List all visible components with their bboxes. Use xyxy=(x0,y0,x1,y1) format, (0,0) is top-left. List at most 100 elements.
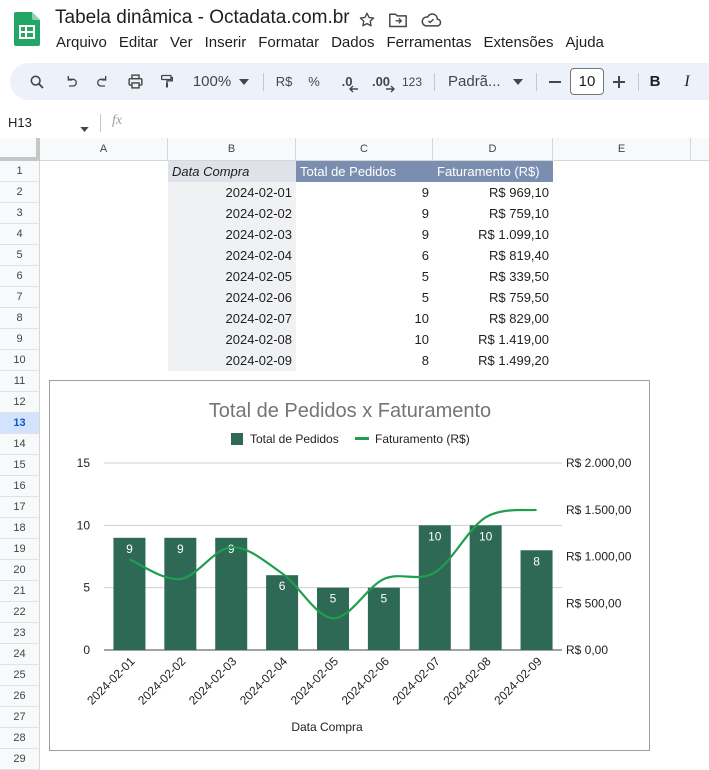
row-header[interactable]: 2 xyxy=(0,182,40,203)
date-cell[interactable]: 2024-02-07 xyxy=(168,308,296,329)
menu-inserir[interactable]: Inserir xyxy=(204,34,247,51)
orders-cell[interactable]: 10 xyxy=(414,311,429,326)
star-icon[interactable] xyxy=(356,9,378,31)
row-header[interactable]: 6 xyxy=(0,266,40,287)
row-header[interactable]: 28 xyxy=(0,728,40,749)
row-header[interactable]: 23 xyxy=(0,623,40,644)
column-header-f[interactable] xyxy=(691,138,709,161)
row-header[interactable]: 20 xyxy=(0,560,40,581)
row-header[interactable]: 17 xyxy=(0,497,40,518)
date-cell[interactable]: 2024-02-03 xyxy=(168,224,296,245)
sheets-logo-icon[interactable] xyxy=(14,12,40,46)
date-cell[interactable]: 2024-02-02 xyxy=(168,203,296,224)
row-header[interactable]: 9 xyxy=(0,329,40,350)
menu-arquivo[interactable]: Arquivo xyxy=(56,34,107,51)
row-header[interactable]: 27 xyxy=(0,707,40,728)
column-header-b[interactable]: B xyxy=(168,138,296,161)
paint-format-icon[interactable] xyxy=(154,63,180,100)
revenue-cell[interactable]: R$ 969,10 xyxy=(489,185,549,200)
orders-cell[interactable]: 6 xyxy=(421,248,429,263)
row-header[interactable]: 24 xyxy=(0,644,40,665)
orders-cell[interactable]: 8 xyxy=(421,353,429,368)
increase-font-size-icon[interactable] xyxy=(608,63,630,100)
header-cell-total-pedidos[interactable]: Total de Pedidos xyxy=(296,161,433,182)
row-header[interactable]: 11 xyxy=(0,371,40,392)
number-format-button[interactable]: 123 xyxy=(401,74,423,89)
column-header-a[interactable]: A xyxy=(40,138,168,161)
date-cell[interactable]: 2024-02-09 xyxy=(168,350,296,371)
row-header[interactable]: 10 xyxy=(0,350,40,371)
row-header[interactable]: 13 xyxy=(0,413,40,434)
orders-cell[interactable]: 5 xyxy=(421,290,429,305)
decrease-font-size-icon[interactable] xyxy=(544,63,566,100)
font-chevron-down-icon[interactable] xyxy=(510,63,526,100)
row-header[interactable]: 29 xyxy=(0,749,40,770)
revenue-cell[interactable]: R$ 759,10 xyxy=(489,206,549,221)
row-header[interactable]: 19 xyxy=(0,539,40,560)
orders-cell[interactable]: 5 xyxy=(421,269,429,284)
move-to-folder-icon[interactable] xyxy=(387,9,409,31)
orders-cell[interactable]: 9 xyxy=(421,206,429,221)
revenue-cell[interactable]: R$ 819,40 xyxy=(489,248,549,263)
revenue-cell[interactable]: R$ 339,50 xyxy=(489,269,549,284)
italic-button[interactable]: I xyxy=(684,72,690,90)
menu-dados[interactable]: Dados xyxy=(331,34,375,51)
redo-icon[interactable] xyxy=(90,63,116,100)
revenue-cell[interactable]: R$ 1.419,00 xyxy=(478,332,549,347)
row-header[interactable]: 1 xyxy=(0,161,40,182)
menu-extensoes[interactable]: Extensões xyxy=(483,34,554,51)
date-cell[interactable]: 2024-02-08 xyxy=(168,329,296,350)
row-header[interactable]: 5 xyxy=(0,245,40,266)
row-header[interactable]: 26 xyxy=(0,686,40,707)
menu-editar[interactable]: Editar xyxy=(118,34,159,51)
orders-cell[interactable]: 9 xyxy=(421,185,429,200)
name-box[interactable]: H13 xyxy=(8,115,32,130)
menu-ver[interactable]: Ver xyxy=(170,34,193,51)
header-cell-data-compra[interactable]: Data Compra xyxy=(168,161,296,182)
row-header[interactable]: 22 xyxy=(0,602,40,623)
percent-format-button[interactable]: % xyxy=(308,74,320,89)
font-size-input[interactable]: 10 xyxy=(570,68,604,95)
print-icon[interactable] xyxy=(122,63,148,100)
bold-button[interactable]: B xyxy=(649,73,661,90)
revenue-cell[interactable]: R$ 829,00 xyxy=(489,311,549,326)
revenue-cell[interactable]: R$ 1.099,10 xyxy=(478,227,549,242)
row-header[interactable]: 4 xyxy=(0,224,40,245)
cloud-saved-icon[interactable] xyxy=(420,9,442,31)
menu-ferramentas[interactable]: Ferramentas xyxy=(386,34,472,51)
orders-cell[interactable]: 10 xyxy=(414,332,429,347)
menu-formatar[interactable]: Formatar xyxy=(258,34,320,51)
date-cell[interactable]: 2024-02-04 xyxy=(168,245,296,266)
row-header[interactable]: 14 xyxy=(0,434,40,455)
date-cell[interactable]: 2024-02-06 xyxy=(168,287,296,308)
revenue-cell[interactable]: R$ 1.499,20 xyxy=(478,353,549,368)
row-header[interactable]: 18 xyxy=(0,518,40,539)
search-menus-icon[interactable] xyxy=(24,63,50,100)
row-header[interactable]: 3 xyxy=(0,203,40,224)
revenue-cell[interactable]: R$ 759,50 xyxy=(489,290,549,305)
row-header[interactable]: 16 xyxy=(0,476,40,497)
increase-decimals-button[interactable]: .00 xyxy=(366,63,396,100)
column-header-e[interactable]: E xyxy=(553,138,691,161)
date-cell[interactable]: 2024-02-01 xyxy=(168,182,296,203)
document-title[interactable]: Tabela dinâmica - Octadata.com.br xyxy=(55,7,350,28)
zoom-chevron-down-icon[interactable] xyxy=(236,63,252,100)
formula-input[interactable] xyxy=(140,114,700,132)
undo-icon[interactable] xyxy=(58,63,84,100)
currency-format-button[interactable]: R$ xyxy=(275,74,293,89)
column-header-d[interactable]: D xyxy=(433,138,553,161)
header-cell-faturamento[interactable]: Faturamento (R$) xyxy=(433,161,553,182)
orders-cell[interactable]: 9 xyxy=(421,227,429,242)
row-header[interactable]: 7 xyxy=(0,287,40,308)
row-header[interactable]: 15 xyxy=(0,455,40,476)
row-header[interactable]: 8 xyxy=(0,308,40,329)
menu-ajuda[interactable]: Ajuda xyxy=(565,34,604,51)
select-all-corner[interactable] xyxy=(0,138,40,161)
row-header[interactable]: 25 xyxy=(0,665,40,686)
zoom-select[interactable]: 100% xyxy=(188,63,236,100)
row-header[interactable]: 21 xyxy=(0,581,40,602)
font-family-select[interactable]: Padrã... xyxy=(448,73,501,90)
chart[interactable]: Total de Pedidos x Faturamento Total de P… xyxy=(49,380,650,751)
column-header-c[interactable]: C xyxy=(296,138,433,161)
date-cell[interactable]: 2024-02-05 xyxy=(168,266,296,287)
